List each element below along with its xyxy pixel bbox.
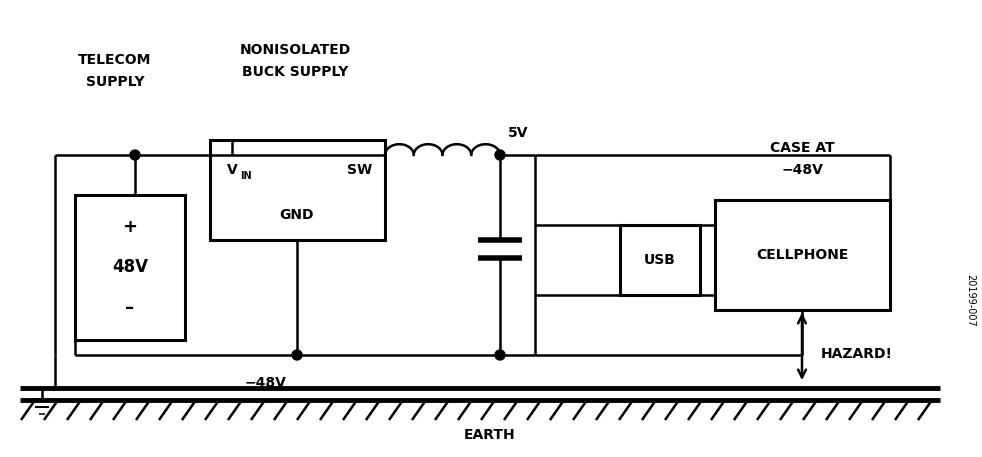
Text: BUCK SUPPLY: BUCK SUPPLY [242, 65, 349, 79]
Circle shape [292, 350, 302, 360]
Text: +: + [123, 218, 137, 236]
Text: CASE AT: CASE AT [770, 141, 835, 155]
Text: −48V: −48V [781, 163, 823, 177]
Text: –: – [126, 299, 135, 317]
Text: V: V [227, 163, 238, 177]
Text: NONISOLATED: NONISOLATED [240, 43, 351, 57]
Text: TELECOM: TELECOM [79, 53, 151, 67]
Text: GND: GND [280, 208, 314, 222]
Bar [620, 225, 700, 295]
Text: 48V: 48V [112, 259, 148, 276]
Text: SUPPLY: SUPPLY [85, 75, 144, 89]
Text: HAZARD!: HAZARD! [821, 347, 893, 361]
Circle shape [495, 350, 505, 360]
Bar [210, 140, 385, 240]
Text: EARTH: EARTH [464, 428, 516, 442]
Text: 5V: 5V [508, 126, 528, 140]
Text: IN: IN [241, 171, 251, 181]
Circle shape [495, 150, 505, 160]
Circle shape [130, 150, 140, 160]
Bar [75, 195, 185, 340]
Text: CELLPHONE: CELLPHONE [756, 248, 848, 262]
Bar [715, 200, 890, 310]
Text: SW: SW [348, 163, 372, 177]
Text: USB: USB [644, 253, 676, 267]
Text: −48V: −48V [245, 376, 286, 390]
Text: 20199-007: 20199-007 [965, 274, 975, 326]
